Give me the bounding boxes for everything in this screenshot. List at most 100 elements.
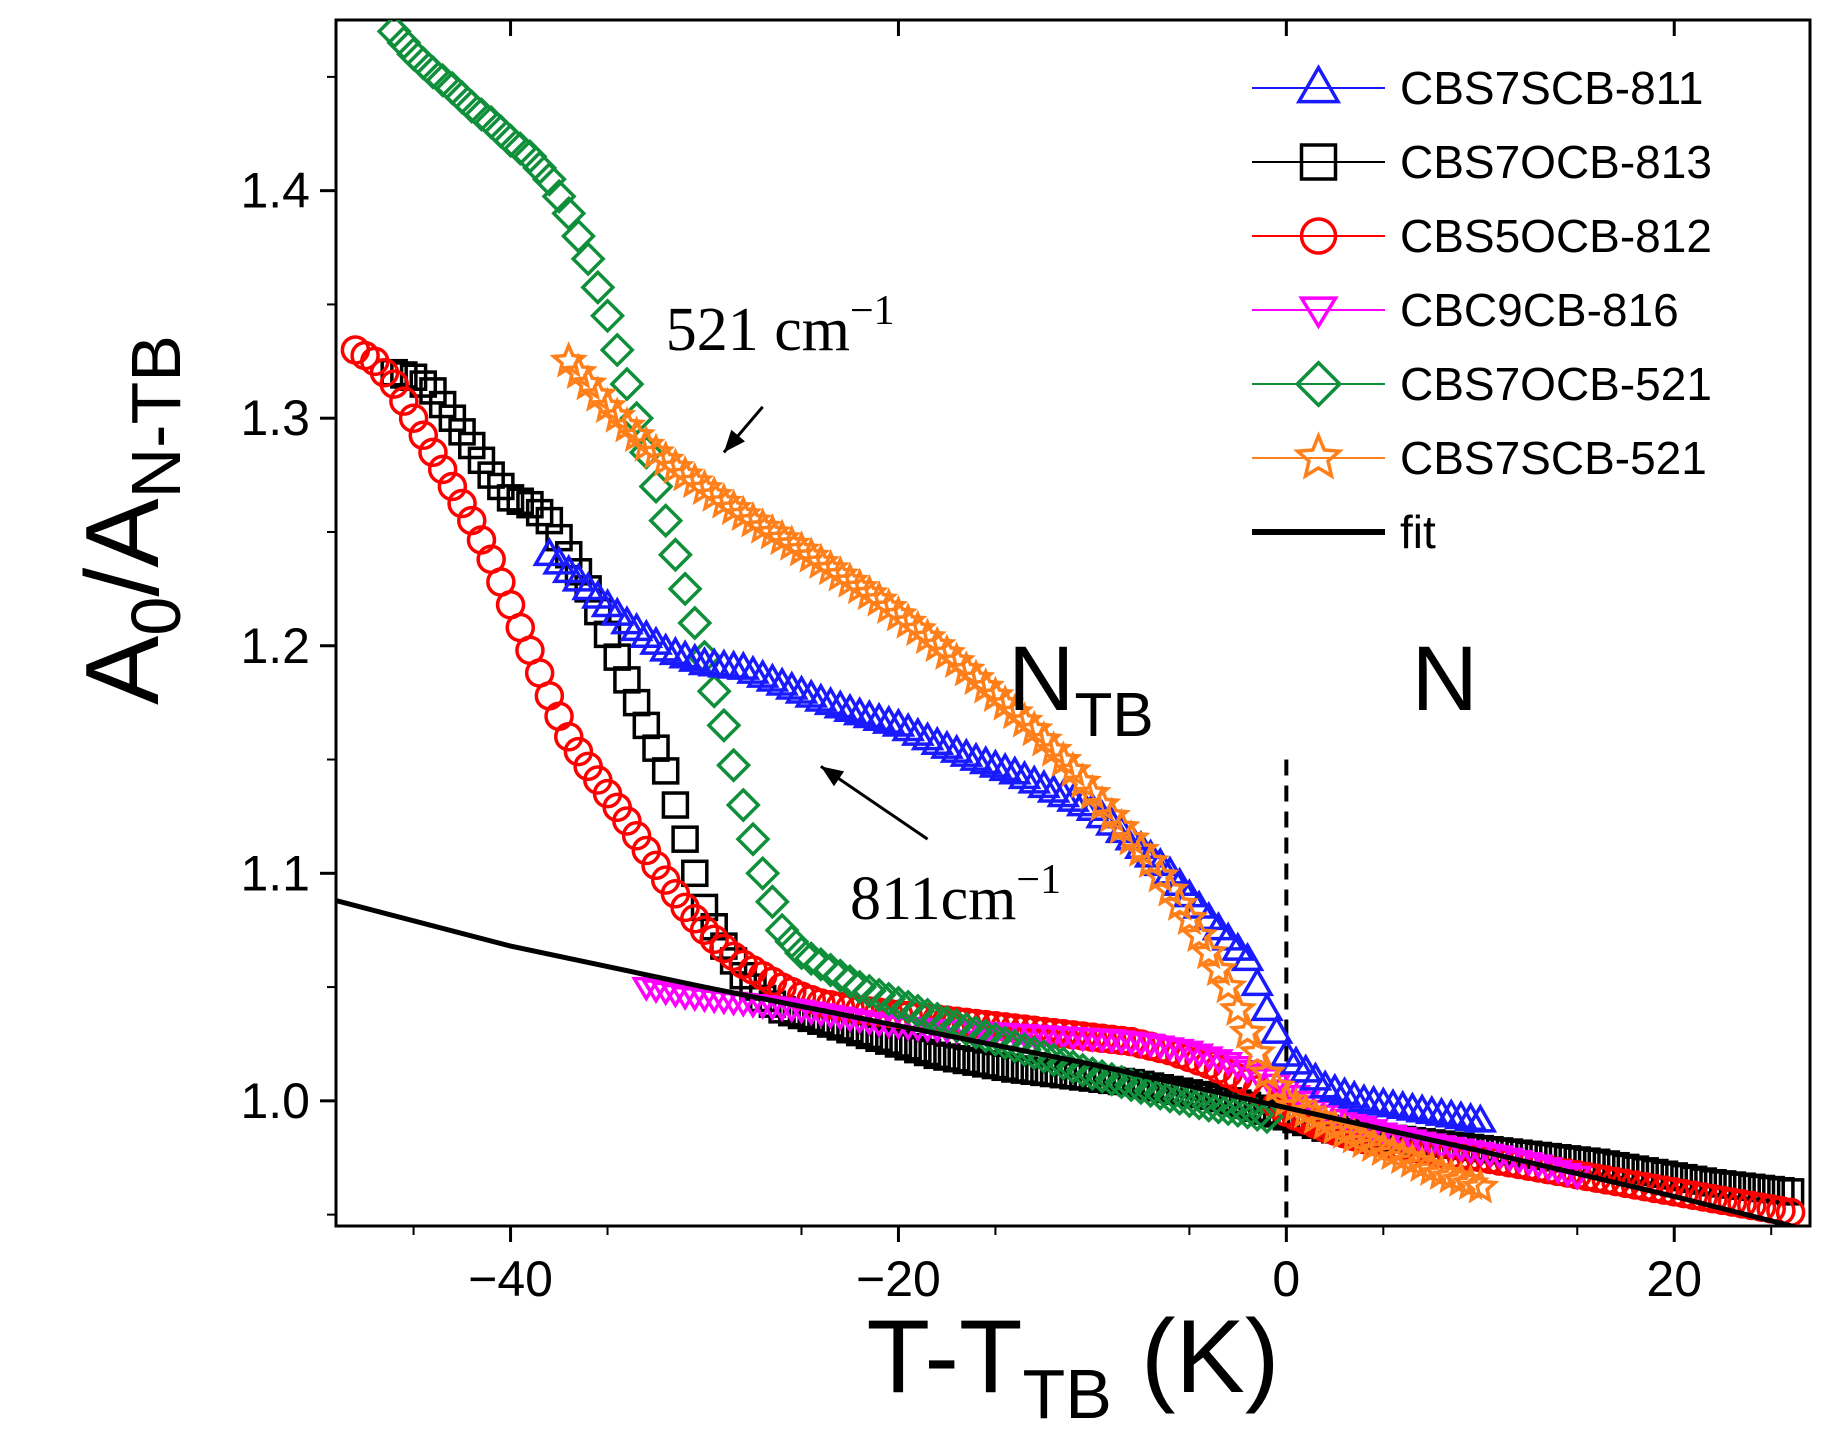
data-point	[1191, 1087, 1227, 1123]
data-point	[1203, 1049, 1234, 1075]
legend: CBS7SCB-811 CBS7OCB-813 CBS5OCB-812 CBC9CB-…	[1252, 62, 1712, 558]
data-point	[1678, 1180, 1709, 1211]
legend-entry: CBS7OCB-813	[1252, 136, 1712, 188]
y-tick-label: 1.3	[240, 390, 310, 446]
plot-frame	[334, 18, 1812, 1228]
legend-entry: CBC9CB-816	[1252, 284, 1679, 336]
data-point	[842, 969, 878, 1005]
y-axis-label: A0/AN-TB	[65, 335, 195, 705]
series-fit	[336, 898, 1802, 1226]
data-point	[861, 977, 897, 1013]
data-point	[580, 269, 616, 305]
data-point	[1094, 1061, 1130, 1097]
data-point	[823, 689, 858, 719]
data-point	[725, 787, 761, 823]
data-point	[833, 692, 867, 722]
x-tick-label: 20	[1646, 1251, 1702, 1307]
data-point	[553, 722, 584, 752]
data-point	[1318, 1072, 1352, 1102]
x-axis-ticks: −40 −20 0 20	[412, 20, 1773, 1307]
data-point	[631, 976, 662, 1002]
data-point	[409, 370, 438, 398]
data-point	[948, 1011, 984, 1047]
data-point	[1113, 1067, 1149, 1103]
x-tick-label: −20	[856, 1251, 941, 1307]
data-point	[862, 701, 896, 732]
data-point	[709, 933, 739, 964]
data-point	[648, 503, 684, 539]
data-point	[648, 632, 683, 662]
data-point	[783, 935, 819, 971]
data-point	[641, 850, 671, 881]
data-point	[408, 420, 439, 451]
data-point	[677, 642, 712, 672]
data-point	[677, 605, 713, 641]
data-point	[418, 437, 448, 468]
x-tick-label: 0	[1272, 1251, 1300, 1307]
data-point	[437, 471, 468, 502]
legend-entry: CBS5OCB-812	[1252, 210, 1712, 262]
data-point	[1208, 966, 1248, 1004]
data-point	[563, 736, 594, 767]
data-point	[660, 983, 691, 1009]
data-point	[1238, 1032, 1277, 1070]
data-point	[516, 490, 544, 519]
data-point	[1133, 1073, 1169, 1109]
data-point	[609, 366, 645, 402]
data-point	[1084, 1058, 1120, 1094]
data-point	[968, 745, 1003, 775]
data-point	[1181, 1085, 1217, 1121]
data-point	[813, 952, 849, 988]
data-point	[1717, 1187, 1748, 1217]
data-point	[671, 825, 699, 853]
data-point	[531, 161, 567, 197]
x-tick-label: −40	[468, 1251, 553, 1307]
data-point	[389, 386, 419, 416]
data-point	[541, 178, 577, 214]
data-point	[988, 751, 1022, 782]
data-point	[1218, 989, 1258, 1027]
data-point	[842, 696, 877, 726]
data-point	[1193, 1046, 1224, 1072]
series-cbs7scb-811	[532, 536, 1498, 1133]
annotation-text: 521 cm	[666, 296, 850, 364]
annotation-sup: −1	[1016, 857, 1061, 903]
data-point	[658, 635, 693, 666]
data-point	[1150, 870, 1190, 907]
data-point	[1174, 1040, 1205, 1066]
phase-label-n: N	[1412, 628, 1478, 730]
data-point	[379, 369, 409, 399]
data-point	[631, 835, 662, 866]
data-point	[754, 884, 790, 920]
data-point	[590, 298, 626, 334]
data-point	[661, 791, 690, 819]
data-point	[1199, 949, 1238, 987]
legend-marker	[1293, 431, 1344, 480]
x-axis-label-sub: TB	[1022, 1355, 1111, 1433]
data-point	[1162, 1081, 1198, 1117]
data-point	[699, 924, 729, 955]
data-point	[1250, 991, 1284, 1022]
data-point	[1131, 841, 1170, 879]
data-point	[1104, 1064, 1139, 1100]
phase-label-ntb-sub: TB	[1074, 681, 1153, 750]
data-point	[851, 973, 887, 1009]
data-point	[1463, 1103, 1498, 1133]
data-point	[1228, 1012, 1267, 1049]
data-point	[668, 639, 702, 669]
data-point	[718, 941, 749, 972]
y-axis-label-main: A	[65, 635, 181, 705]
legend-entry: CBS7SCB-811	[1252, 62, 1703, 114]
data-point	[1170, 898, 1209, 936]
data-point	[1189, 932, 1228, 970]
data-point	[632, 711, 661, 740]
legend-entry: CBS7SCB-521	[1252, 431, 1707, 484]
fit-line	[336, 898, 1802, 1226]
y-tick-label: 1.1	[240, 845, 310, 901]
y-axis-ticks: 1.0 1.1 1.2 1.3 1.4	[240, 75, 336, 1216]
data-point	[880, 985, 916, 1021]
data-point	[613, 666, 641, 694]
data-point	[640, 979, 672, 1005]
data-point	[997, 1028, 1033, 1064]
